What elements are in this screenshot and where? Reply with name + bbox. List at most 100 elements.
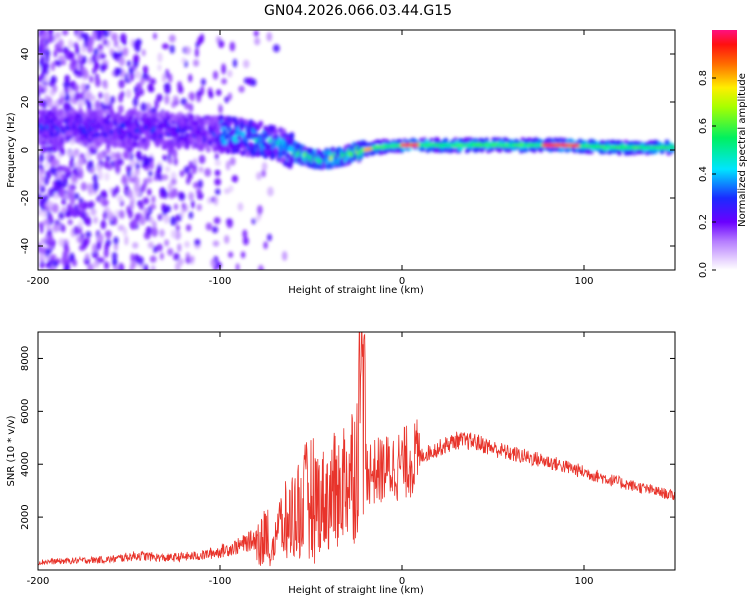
spectrogram-noise-blob (225, 160, 231, 171)
spectrogram-x-tick-label: -100 (209, 276, 232, 287)
spectrogram-noise-blob (183, 165, 191, 174)
spectrogram-noise-blob (161, 43, 169, 50)
spectrogram-noise-blob (88, 187, 94, 196)
snr-x-tick-label: 100 (574, 576, 593, 587)
snr-series-line (38, 332, 675, 567)
spectrogram-noise-blob (76, 208, 82, 217)
spectrogram-noise-blob (44, 247, 50, 257)
spectrogram-noise-blob (38, 169, 42, 178)
spectrogram-ridge-blob (240, 131, 246, 138)
spectrogram-ridge-blob (145, 138, 151, 145)
spectrogram-noise-blob (69, 252, 75, 261)
spectrogram-noise-blob (250, 78, 257, 87)
spectrogram-noise-blob (38, 89, 41, 99)
spectrogram-noise-blob (186, 177, 191, 185)
snr-y-ticks: 2000 4000 6000 8000 (20, 346, 675, 530)
spectrogram-noise-blob (67, 192, 73, 200)
spectrogram-noise-blob (39, 37, 44, 47)
snr-y-tick-label: 2000 (20, 504, 31, 529)
spectrogram-noise-blob (125, 89, 132, 99)
spectrogram-ridge-blob (428, 137, 434, 143)
spectrogram-noise-blob (111, 258, 118, 266)
spectrogram-noise-blob (40, 145, 47, 154)
spectrogram-noise-blob (117, 158, 124, 166)
spectrogram-noise-blob (102, 30, 110, 38)
spectrogram-noise-blob (267, 233, 272, 242)
spectrogram-noise-blob (40, 196, 46, 206)
spectrogram-noise-blob (70, 207, 77, 217)
spectrogram-noise-blob (214, 152, 219, 161)
spectrogram-noise-blob (189, 255, 195, 263)
spectrogram-noise-blob (47, 102, 53, 109)
spectrogram-noise-blob (97, 43, 104, 51)
spectrogram-noise-blob (54, 31, 62, 39)
spectrogram-noise-blob (96, 54, 101, 61)
snr-panel: -200 -100 0 100 2000 4000 6000 8000 Height of … (6, 331, 676, 596)
spectrogram-ridge-blob (83, 138, 88, 145)
spectrogram-noise-blob (218, 40, 225, 49)
spectrogram-ridge-blob (479, 148, 485, 153)
spectrogram-noise-blob (175, 224, 180, 232)
spectrogram-noise-blob (240, 251, 246, 259)
spectrogram-noise-blob (199, 33, 205, 43)
spectrogram-noise-blob (93, 48, 99, 56)
spectrogram-noise-blob (80, 232, 85, 240)
spectrogram-noise-blob (92, 173, 99, 183)
spectrogram-ridge-blob (443, 137, 449, 143)
spectrogram-noise-blob (242, 59, 250, 69)
spectrogram-noise-blob (272, 44, 280, 53)
spectrogram-noise-blob (212, 240, 220, 247)
snr-plot-area (38, 332, 675, 567)
spectrogram-noise-blob (204, 167, 212, 177)
spectrogram-noise-blob (221, 78, 227, 85)
spectrogram-noise-blob (101, 63, 108, 70)
spectrogram-noise-blob (162, 73, 167, 83)
spectrogram-ridge-blob (61, 111, 67, 118)
spectrogram-noise-blob (90, 94, 96, 102)
spectrogram-noise-blob (133, 54, 140, 63)
figure-title: GN04.2026.066.03.44.G15 (264, 3, 452, 19)
spectrogram-noise-blob (44, 49, 51, 58)
spectrogram-noise-blob (135, 162, 141, 170)
spectrogram-ridge-blob (225, 148, 231, 155)
spectrogram-noise-blob (121, 176, 128, 185)
spectrogram-noise-blob (64, 210, 72, 218)
spectrogram-noise-blob (103, 160, 110, 169)
spectrogram-noise-blob (105, 155, 111, 162)
spectrogram-noise-blob (253, 30, 259, 37)
spectrogram-ridge-blob (202, 129, 208, 136)
spectrogram-noise-blob (229, 41, 236, 52)
spectrogram-noise-blob (92, 181, 99, 192)
spectrogram-noise-blob (213, 196, 219, 206)
spectrogram-noise-blob (140, 102, 148, 112)
spectrogram-noise-blob (63, 81, 70, 89)
spectrogram-noise-blob (80, 91, 85, 101)
spectrogram-noise-blob (194, 47, 199, 58)
spectrogram-noise-blob (257, 204, 263, 215)
spectrogram-noise-blob (127, 189, 134, 200)
spectrogram-noise-blob (101, 199, 109, 207)
spectrogram-noise-blob (58, 54, 65, 62)
spectrogram-ridge-blob (617, 151, 622, 156)
colorbar-tick-label: 0.4 (698, 166, 709, 182)
spectrogram-noise-blob (142, 197, 150, 205)
spectrogram-noise-blob (263, 241, 268, 250)
spectrogram-noise-blob (126, 60, 132, 67)
spectrogram-noise-blob (149, 78, 157, 85)
spectrogram-noise-blob (103, 81, 108, 90)
spectrogram-noise-blob (136, 155, 143, 162)
spectrogram-noise-blob (72, 149, 79, 158)
spectrogram-noise-blob (67, 219, 73, 226)
spectrogram-noise-blob (149, 255, 157, 263)
spectrogram-noise-blob (163, 82, 171, 91)
spectrogram-noise-blob (226, 218, 234, 229)
spectrogram-noise-blob (62, 177, 69, 188)
spectrogram-noise-blob (117, 195, 124, 203)
spectrogram-noise-blob (40, 71, 46, 80)
spectrogram-noise-blob (63, 101, 70, 112)
snr-frame (37, 331, 676, 571)
spectrogram-noise-blob (64, 74, 70, 83)
spectrogram-noise-blob (192, 59, 200, 67)
spectrogram-noise-blob (126, 169, 132, 178)
spectrogram-noise-blob (47, 234, 54, 244)
